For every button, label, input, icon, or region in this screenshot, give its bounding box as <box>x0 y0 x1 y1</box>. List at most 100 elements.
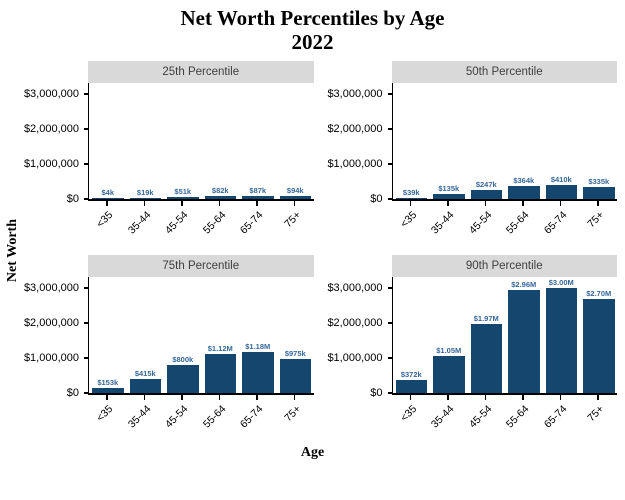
bar-value-label: $364k <box>513 176 535 186</box>
bar <box>167 197 199 200</box>
x-tick-label: 55-64 <box>504 209 532 237</box>
bar <box>395 197 427 200</box>
x-tick <box>522 201 524 206</box>
x-tick-label: 55-64 <box>200 403 229 431</box>
bar <box>433 194 465 200</box>
bar-value-label: $153k <box>97 377 119 387</box>
x-tick <box>293 395 295 400</box>
bar-value-label: $3.00M <box>548 278 574 288</box>
y-tick <box>387 392 392 394</box>
bar-value-label: $372k <box>400 370 422 380</box>
facet-50th-percentile: 50th Percentile $0 $1,000,000 $2,000,000 $3… <box>327 61 618 247</box>
plot-panel: $39k $135k $247k $364k $410k $335k <box>391 83 617 202</box>
facet-grid: 25th Percentile $0 $1,000,000 $2,000,000 $3… <box>23 61 625 441</box>
panel-row: $0 $1,000,000 $2,000,000 $3,000,000 $372k $1… <box>327 277 617 399</box>
chart-title: Net Worth Percentiles by Age 2022 <box>0 0 625 54</box>
bar <box>470 190 502 200</box>
x-tick <box>106 395 108 400</box>
bar-value-label: $4k <box>101 188 114 198</box>
x-tick-label: 65-74 <box>541 403 570 431</box>
y-tick <box>387 322 392 324</box>
x-tick <box>143 395 145 400</box>
bar-value-label: $335k <box>588 177 610 187</box>
y-tick-label: $2,000,000 <box>23 122 79 135</box>
facet-strip: 50th Percentile <box>391 61 617 84</box>
y-tick <box>84 198 88 200</box>
bar <box>129 198 161 200</box>
y-tick <box>84 357 88 359</box>
bar <box>279 195 311 200</box>
x-tick <box>181 201 183 206</box>
y-tick <box>84 163 88 165</box>
plot-panel: $372k $1.05M $1.97M $2.96M $3.00M $2.70M <box>391 277 617 396</box>
x-tick-label: <35 <box>398 209 420 231</box>
x-tick <box>522 395 524 400</box>
bar <box>545 288 577 394</box>
y-tick <box>84 128 88 130</box>
x-tick-label: 35-44 <box>429 209 457 237</box>
y-tick <box>387 163 392 165</box>
x-tick-label: 65-74 <box>238 209 266 237</box>
y-tick-label: $0 <box>370 386 383 399</box>
y-tick-label: $0 <box>66 386 79 399</box>
x-tick <box>484 395 486 400</box>
caption: Source: Survey of Consumer Finances (OfD… <box>95 467 625 500</box>
y-tick-label: $2,000,000 <box>327 316 383 329</box>
x-tick <box>143 201 145 206</box>
chart-title-line1: Net Worth Percentiles by Age <box>180 6 445 30</box>
x-tick <box>256 201 258 206</box>
y-tick <box>387 128 392 130</box>
y-tick <box>387 198 392 200</box>
y-tick-label: $1,000,000 <box>327 351 383 364</box>
bar-value-label: $410k <box>550 174 572 184</box>
bar <box>508 186 540 200</box>
x-axis: <35 35-44 45-54 55-64 65-74 75+ <box>88 201 314 247</box>
bar <box>545 184 577 200</box>
y-axis-title-container: Net Worth <box>0 61 26 441</box>
y-tick-label: $2,000,000 <box>327 122 383 135</box>
x-tick-label: 75+ <box>585 209 607 231</box>
bar-value-label: $1.12M <box>207 343 233 353</box>
bar <box>279 358 311 394</box>
x-tick-label: 45-54 <box>163 403 191 431</box>
y-tick-label: $0 <box>66 192 79 205</box>
x-tick-label: <35 <box>398 403 420 425</box>
facet-25th-percentile: 25th Percentile $0 $1,000,000 $2,000,000 $3… <box>23 61 314 247</box>
chart-area: Net Worth 25th Percentile $0 $1,000,000 $2… <box>0 61 625 441</box>
bar <box>583 298 615 394</box>
bar-value-label: $1.97M <box>473 314 499 324</box>
x-tick <box>484 201 486 206</box>
x-tick-label: 35-44 <box>429 403 457 431</box>
plot-panel: $4k $19k $51k $82k $87k $94k <box>88 83 314 202</box>
panel-row: $0 $1,000,000 $2,000,000 $3,000,000 $39k $13… <box>327 83 617 205</box>
x-tick-label: 45-54 <box>466 209 495 237</box>
facet-90th-percentile: 90th Percentile $0 $1,000,000 $2,000,000 $3… <box>327 255 618 441</box>
x-tick <box>181 395 183 400</box>
x-tick-label: 75+ <box>282 403 304 425</box>
facet-strip: 75th Percentile <box>88 255 314 278</box>
x-tick-label: 35-44 <box>125 403 154 431</box>
x-tick <box>293 201 295 206</box>
x-tick <box>447 201 449 206</box>
x-tick-label: 75+ <box>585 403 607 425</box>
y-axis-title: Net Worth <box>5 219 20 283</box>
y-tick <box>387 93 392 95</box>
bar-value-label: $87k <box>249 186 267 195</box>
bar-value-label: $415k <box>134 368 156 378</box>
bar <box>242 196 274 200</box>
x-tick <box>409 201 411 206</box>
x-axis: <35 35-44 45-54 55-64 65-74 75+ <box>392 395 618 441</box>
bar-value-label: $19k <box>136 188 154 198</box>
y-tick-label: $3,000,000 <box>327 87 383 100</box>
facet-strip: 90th Percentile <box>391 255 617 278</box>
y-axis: $0 $1,000,000 $2,000,000 $3,000,000 <box>23 83 88 205</box>
x-axis: <35 35-44 45-54 55-64 65-74 75+ <box>392 201 618 247</box>
bar <box>204 353 236 394</box>
y-tick <box>387 357 392 359</box>
x-tick <box>597 395 599 400</box>
bar <box>92 387 124 394</box>
x-tick <box>218 395 220 400</box>
bar-value-label: $51k <box>174 187 192 197</box>
facet-strip: 25th Percentile <box>88 61 314 84</box>
bar-value-label: $1.05M <box>436 346 462 356</box>
